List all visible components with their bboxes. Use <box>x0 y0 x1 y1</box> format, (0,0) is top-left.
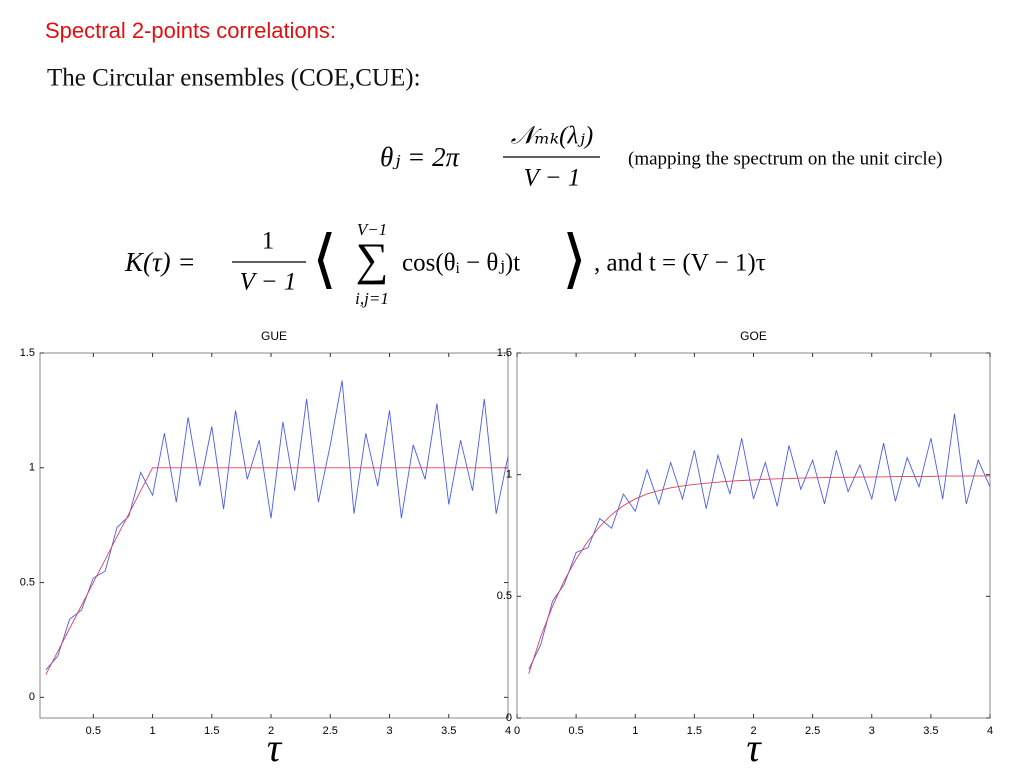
chart-title: GOE <box>740 329 767 343</box>
formula-lhs: θⱼ = 2π <box>380 142 461 172</box>
y-tick-label: 1.5 <box>497 347 512 359</box>
sum-upper: V−1 <box>357 220 387 239</box>
x-tick-label: 4 <box>987 725 993 737</box>
x-tick-label: 1.5 <box>687 725 702 737</box>
formula-tail: , and t = (V − 1)τ <box>594 250 766 277</box>
data-line <box>45 467 508 675</box>
x-tick-label: 2 <box>268 725 274 737</box>
sum-body: cos(θᵢ − θⱼ)t <box>402 250 520 277</box>
formula-numerator: 𝒩ₘₖ(λⱼ) <box>511 123 593 150</box>
x-axis-label: τ <box>746 725 762 768</box>
y-tick-label: 0 <box>29 691 35 703</box>
x-tick-label: 3 <box>386 725 392 737</box>
formula-numerator: 1 <box>262 228 275 255</box>
formula-lhs: K(τ) = <box>124 247 196 277</box>
x-tick-label: 3.5 <box>441 725 456 737</box>
data-line <box>528 413 991 670</box>
formula-denominator: V − 1 <box>240 269 297 296</box>
y-tick-label: 0 <box>506 712 512 724</box>
y-tick-label: 1 <box>29 462 35 474</box>
y-tick-label: 0.5 <box>20 576 35 588</box>
x-tick-label: 1 <box>632 725 638 737</box>
x-tick-label: 3 <box>869 725 875 737</box>
formula-note: (mapping the spectrum on the unit circle… <box>628 148 942 169</box>
x-tick-label: 3.5 <box>923 725 938 737</box>
chart-title: GUE <box>261 329 287 343</box>
x-tick-label: 4 <box>505 725 511 737</box>
y-tick-label: 1.5 <box>20 347 35 359</box>
subheading: The Circular ensembles (COE,CUE): <box>47 65 421 92</box>
x-tick-label: 2.5 <box>805 725 820 737</box>
data-line <box>45 380 509 671</box>
plot-frame <box>516 352 991 719</box>
y-tick-label: 1 <box>506 469 512 481</box>
x-tick-label: 2 <box>750 725 756 737</box>
data-line <box>528 475 990 674</box>
formula-denominator: V − 1 <box>524 165 581 192</box>
y-tick-label: 0.5 <box>497 590 512 602</box>
angle-open: ⟨ <box>312 224 337 295</box>
x-tick-label: 0.5 <box>86 725 101 737</box>
x-tick-label: 0 <box>514 725 520 737</box>
sum-sign: ∑ <box>356 234 389 285</box>
heading: Spectral 2-points correlations: <box>45 18 336 43</box>
x-tick-label: 2.5 <box>323 725 338 737</box>
x-axis-label: τ <box>267 725 283 768</box>
x-tick-label: 1.5 <box>204 725 219 737</box>
angle-close: ⟩ <box>562 224 587 295</box>
x-tick-label: 0.5 <box>568 725 583 737</box>
x-tick-label: 1 <box>149 725 155 737</box>
sum-lower: i,j=1 <box>355 289 389 308</box>
